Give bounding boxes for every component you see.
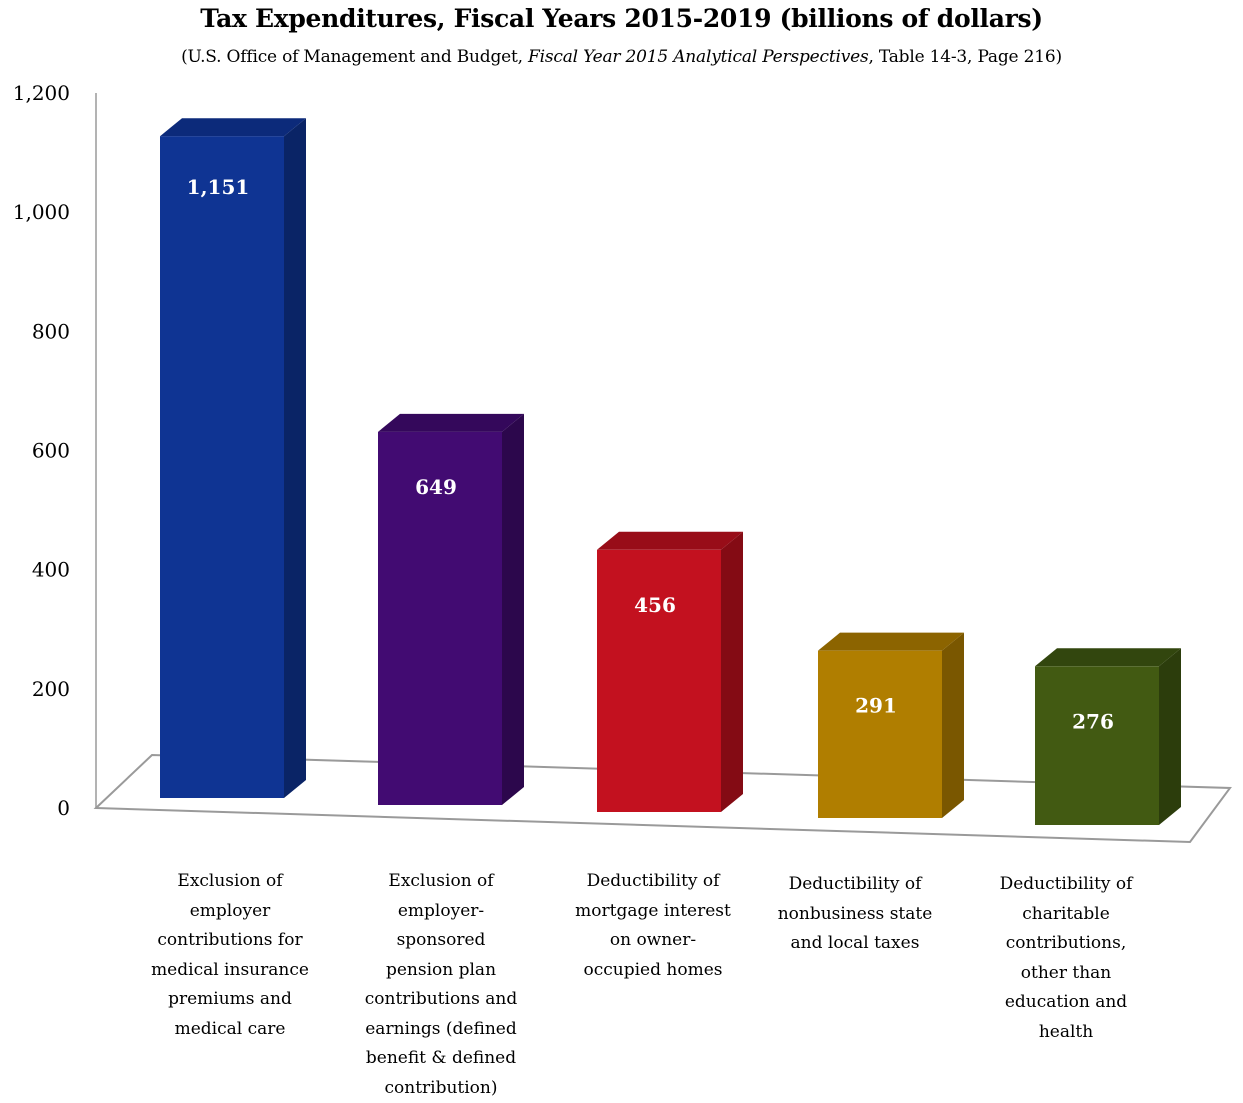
category-label-line: premiums and — [140, 985, 320, 1015]
bar — [378, 414, 524, 805]
y-tick-label: 800 — [32, 319, 70, 343]
bar-value-label: 276 — [1072, 709, 1114, 733]
bar-side — [284, 118, 306, 798]
category-label-line: charitable — [976, 900, 1156, 930]
category-label-line: benefit & defined — [351, 1044, 531, 1074]
bar — [818, 633, 964, 818]
category-label-line: pension plan — [351, 956, 531, 986]
bar — [160, 118, 306, 798]
category-label-line: Deductibility of — [563, 867, 743, 897]
category-label-line: and local taxes — [765, 929, 945, 959]
y-tick-label: 1,000 — [13, 200, 70, 224]
bar-front — [818, 651, 942, 818]
y-tick-label: 1,200 — [13, 81, 70, 105]
bar-front — [1035, 666, 1159, 825]
bar-side — [502, 414, 524, 805]
bar-value-label: 291 — [855, 694, 897, 718]
bar — [1035, 648, 1181, 825]
category-label-line: sponsored — [351, 926, 531, 956]
category-label-line: Exclusion of — [140, 867, 320, 897]
y-tick-label: 400 — [32, 558, 70, 582]
category-label-line: employer — [140, 897, 320, 927]
bar-front — [597, 550, 721, 812]
bar-front — [160, 136, 284, 798]
bar-top — [818, 633, 964, 651]
category-label-line: contribution) — [351, 1074, 531, 1103]
category-label-line: occupied homes — [563, 956, 743, 986]
category-label-line: employer- — [351, 897, 531, 927]
category-label-line: medical insurance — [140, 956, 320, 986]
bar-value-label: 456 — [634, 593, 676, 617]
bar — [597, 532, 743, 812]
category-label-line: mortgage interest — [563, 897, 743, 927]
y-tick-label: 600 — [32, 439, 70, 463]
bar-value-label: 649 — [415, 475, 457, 499]
category-label-line: on owner- — [563, 926, 743, 956]
bar-side — [721, 532, 743, 812]
category-label-line: earnings (defined — [351, 1015, 531, 1045]
category-label-line: Deductibility of — [765, 870, 945, 900]
bar-value-label: 1,151 — [187, 175, 250, 199]
category-label-line: education and — [976, 988, 1156, 1018]
category-label-line: medical care — [140, 1015, 320, 1045]
category-label-line: Deductibility of — [976, 870, 1156, 900]
y-tick-label: 200 — [32, 677, 70, 701]
bar-top — [597, 532, 743, 550]
category-label-line: contributions and — [351, 985, 531, 1015]
category-label-line: Exclusion of — [351, 867, 531, 897]
bar-top — [378, 414, 524, 432]
category-label-line: other than — [976, 959, 1156, 989]
bars — [160, 118, 1181, 825]
bar-top — [160, 118, 306, 136]
category-label-line: contributions, — [976, 929, 1156, 959]
category-label-line: nonbusiness state — [765, 900, 945, 930]
y-axis: 0 200 400 600 800 1,000 1,200 — [13, 81, 96, 820]
category-label-line: contributions for — [140, 926, 320, 956]
bar-top — [1035, 648, 1181, 666]
bar-side — [942, 633, 964, 818]
y-tick-label: 0 — [57, 796, 70, 820]
category-label-line: health — [976, 1018, 1156, 1048]
bar-side — [1159, 648, 1181, 825]
